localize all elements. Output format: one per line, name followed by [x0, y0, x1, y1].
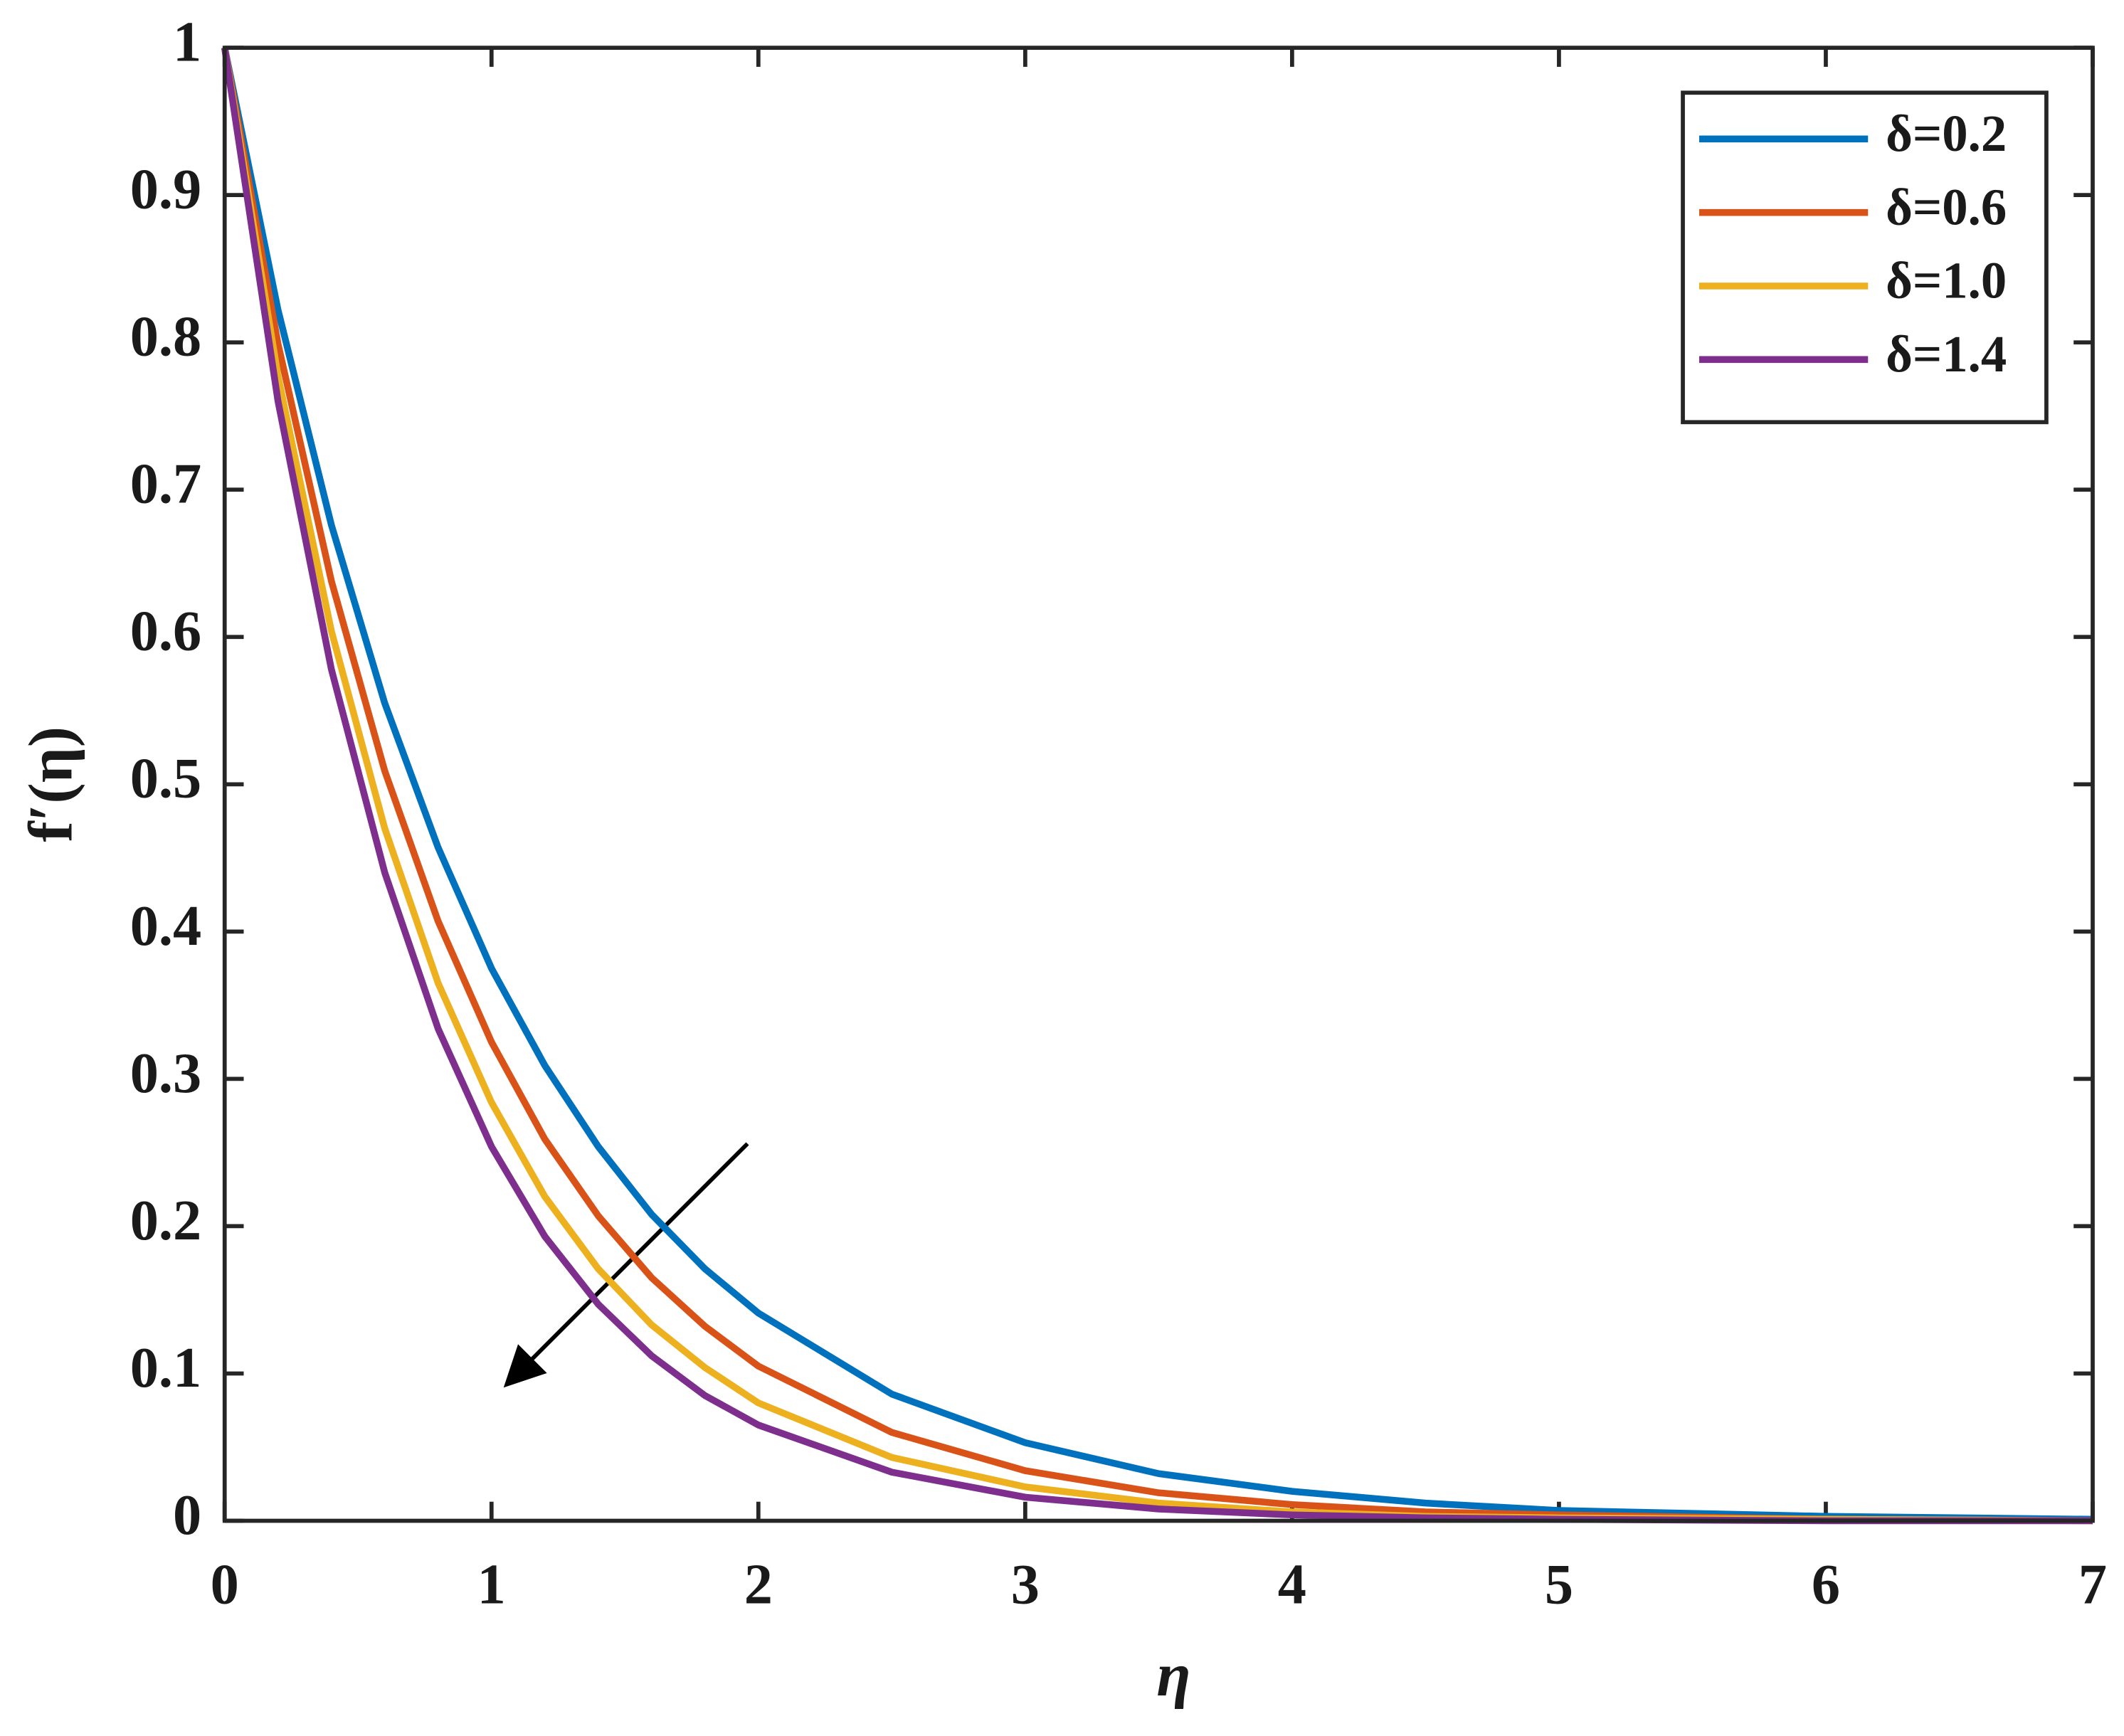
- y-tick-label: 0: [173, 1483, 201, 1547]
- x-tick-label: 7: [2078, 1553, 2107, 1616]
- y-tick-label: 0.8: [130, 305, 201, 369]
- y-axis-label: f′(η): [17, 726, 86, 842]
- y-tick-label: 0.9: [130, 158, 201, 221]
- y-tick-label: 0.6: [130, 600, 201, 663]
- x-tick-label: 2: [744, 1553, 773, 1616]
- x-axis-label: η: [1156, 1641, 1190, 1710]
- y-tick-label: 0.5: [130, 747, 201, 810]
- y-tick-label: 0.3: [130, 1042, 201, 1105]
- line-series: [221, 47, 2093, 1525]
- legend-label: δ=0.6: [1886, 178, 2007, 235]
- y-tick-label: 0.2: [130, 1189, 201, 1252]
- x-tick-label: 3: [1011, 1553, 1040, 1616]
- legend-label: δ=1.0: [1886, 252, 2007, 309]
- y-tick-label: 1: [173, 11, 201, 74]
- x-tick-label: 6: [1812, 1553, 1840, 1616]
- x-tick-label: 1: [477, 1553, 506, 1616]
- x-tick-label: 5: [1545, 1553, 1573, 1616]
- line-series: [221, 47, 2093, 1523]
- legend-label: δ=0.2: [1886, 105, 2007, 162]
- line-series: [221, 47, 2093, 1525]
- y-tick-label: 0.7: [130, 452, 201, 516]
- y-tick-label: 0.1: [130, 1336, 201, 1399]
- trend-arrow: [503, 1142, 749, 1388]
- x-tick-label: 0: [211, 1553, 239, 1616]
- axes-frame: [222, 46, 2095, 1523]
- x-tick-label: 4: [1278, 1553, 1306, 1616]
- legend-box: [1681, 90, 2049, 425]
- legend-label: δ=1.4: [1886, 325, 2007, 383]
- y-tick-label: 0.4: [130, 894, 201, 958]
